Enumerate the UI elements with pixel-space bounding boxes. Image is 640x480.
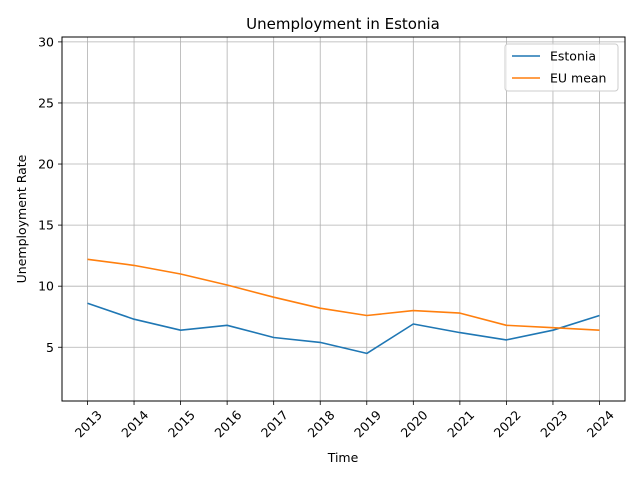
chart-title: Unemployment in Estonia [246, 15, 440, 33]
legend: Estonia EU mean [504, 43, 619, 92]
series-line-estonia [87, 302, 600, 355]
series-lines [87, 258, 600, 355]
x-axis-label: Time [327, 450, 359, 465]
y-tick-label: 10 [38, 279, 54, 294]
y-tick-label: 15 [38, 218, 54, 233]
y-tick-label: 5 [46, 340, 54, 355]
plot-frame [61, 36, 626, 402]
legend-label-estonia: Estonia [550, 49, 596, 64]
legend-label-eu-mean: EU mean [550, 71, 606, 86]
y-tick-label: 25 [38, 95, 54, 110]
y-tick-label: 30 [38, 34, 54, 49]
y-tick-label: 20 [38, 157, 54, 172]
series-line-eu-mean [87, 258, 600, 331]
y-axis-ticks: 5 10 15 20 25 30 [38, 34, 62, 355]
y-axis-label: Unemployment Rate [14, 154, 29, 283]
grid [62, 37, 625, 401]
